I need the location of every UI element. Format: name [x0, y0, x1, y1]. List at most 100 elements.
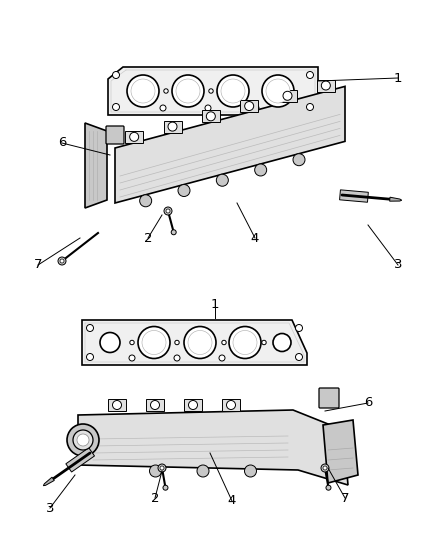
Circle shape [77, 434, 89, 446]
Circle shape [130, 341, 134, 344]
Text: 4: 4 [228, 495, 236, 507]
Polygon shape [108, 67, 318, 115]
Polygon shape [202, 110, 220, 122]
Text: 3: 3 [46, 502, 54, 514]
Polygon shape [339, 190, 368, 202]
Circle shape [323, 466, 327, 470]
Circle shape [205, 105, 211, 111]
Polygon shape [85, 123, 107, 208]
Polygon shape [78, 410, 348, 485]
Circle shape [158, 464, 166, 472]
Circle shape [113, 71, 120, 78]
Circle shape [172, 75, 204, 107]
Circle shape [129, 355, 135, 361]
Circle shape [245, 102, 254, 110]
Circle shape [184, 327, 216, 359]
Text: 1: 1 [211, 298, 219, 311]
Text: 6: 6 [364, 397, 372, 409]
Circle shape [113, 400, 121, 409]
Polygon shape [108, 399, 126, 411]
Circle shape [164, 89, 168, 93]
Circle shape [164, 207, 172, 215]
Circle shape [86, 325, 93, 332]
Text: 1: 1 [394, 71, 402, 85]
Circle shape [165, 90, 167, 92]
Circle shape [175, 341, 179, 344]
Polygon shape [184, 399, 202, 411]
Circle shape [163, 485, 168, 490]
Circle shape [307, 71, 314, 78]
Circle shape [131, 342, 133, 343]
Text: 7: 7 [34, 259, 42, 271]
Circle shape [296, 325, 303, 332]
Circle shape [296, 353, 303, 360]
Circle shape [326, 485, 331, 490]
Polygon shape [115, 86, 345, 203]
Polygon shape [146, 399, 164, 411]
Circle shape [321, 464, 329, 472]
Circle shape [138, 327, 170, 359]
Polygon shape [163, 120, 181, 133]
Circle shape [171, 230, 176, 235]
Circle shape [263, 342, 265, 343]
Text: 7: 7 [341, 491, 349, 505]
Text: 2: 2 [151, 491, 159, 505]
FancyBboxPatch shape [319, 388, 339, 408]
Circle shape [229, 327, 261, 359]
Circle shape [142, 330, 166, 354]
Circle shape [222, 341, 226, 344]
Circle shape [113, 103, 120, 110]
Circle shape [168, 122, 177, 131]
Circle shape [188, 400, 198, 409]
Circle shape [127, 75, 159, 107]
Circle shape [160, 105, 166, 111]
Circle shape [221, 79, 245, 103]
Circle shape [253, 105, 259, 111]
Circle shape [254, 164, 267, 176]
Circle shape [283, 91, 292, 100]
Circle shape [293, 154, 305, 166]
Text: 4: 4 [251, 231, 259, 245]
Circle shape [178, 184, 190, 197]
Circle shape [160, 466, 164, 470]
Circle shape [210, 90, 212, 92]
Polygon shape [125, 131, 143, 143]
Circle shape [100, 333, 120, 352]
Circle shape [223, 342, 225, 343]
Polygon shape [43, 477, 54, 486]
Circle shape [217, 75, 249, 107]
Text: 3: 3 [394, 259, 402, 271]
Polygon shape [279, 90, 297, 102]
Circle shape [188, 330, 212, 354]
Circle shape [60, 259, 64, 263]
FancyBboxPatch shape [106, 126, 124, 144]
Circle shape [197, 465, 209, 477]
Polygon shape [323, 420, 358, 483]
Circle shape [226, 400, 236, 409]
Circle shape [86, 353, 93, 360]
Polygon shape [240, 100, 258, 112]
Circle shape [130, 132, 139, 141]
Circle shape [67, 424, 99, 456]
Circle shape [216, 174, 228, 186]
Circle shape [266, 79, 290, 103]
Polygon shape [317, 79, 335, 92]
Circle shape [321, 81, 330, 90]
Circle shape [206, 112, 215, 121]
Circle shape [233, 330, 257, 354]
Circle shape [166, 209, 170, 213]
Circle shape [174, 355, 180, 361]
Text: 2: 2 [144, 231, 152, 245]
Text: 6: 6 [58, 136, 66, 149]
Polygon shape [82, 320, 307, 365]
Circle shape [149, 465, 162, 477]
Circle shape [140, 195, 152, 207]
Polygon shape [390, 197, 402, 201]
Circle shape [131, 79, 155, 103]
Polygon shape [66, 448, 95, 472]
Circle shape [244, 465, 257, 477]
Polygon shape [222, 399, 240, 411]
Circle shape [273, 334, 291, 351]
Circle shape [262, 341, 266, 344]
Circle shape [262, 75, 294, 107]
